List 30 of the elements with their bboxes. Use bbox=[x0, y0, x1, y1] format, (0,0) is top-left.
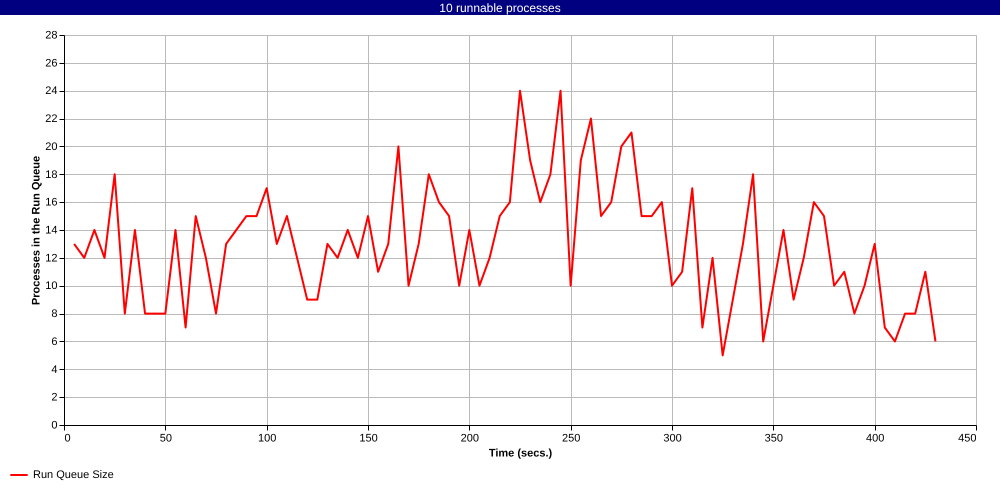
x-tick-label: 400 bbox=[866, 432, 884, 444]
y-tick-label: 14 bbox=[45, 224, 58, 236]
y-tick-label: 12 bbox=[45, 252, 58, 264]
x-tick-label: 0 bbox=[64, 432, 71, 444]
y-tick-label: 8 bbox=[51, 308, 58, 320]
line-series bbox=[73, 90, 936, 356]
chart-title: 10 runnable processes bbox=[439, 1, 561, 15]
y-tick-label: 26 bbox=[45, 57, 58, 70]
x-tick-label: 200 bbox=[460, 432, 480, 444]
y-tick-label: 24 bbox=[45, 85, 58, 98]
y-tick-label: 2 bbox=[51, 392, 58, 404]
y-tick-label: 6 bbox=[51, 336, 58, 348]
x-axis-title: Time (secs.) bbox=[488, 448, 553, 460]
x-tick-label: 350 bbox=[764, 432, 784, 444]
y-tick-label: 18 bbox=[45, 168, 58, 181]
x-tick-label: 50 bbox=[160, 432, 172, 444]
y-tick-label: 10 bbox=[45, 280, 58, 292]
y-tick-label: 22 bbox=[45, 113, 58, 126]
x-tick-label: 100 bbox=[258, 432, 276, 444]
x-tick-label: 150 bbox=[359, 432, 378, 444]
x-tick-label: 300 bbox=[663, 432, 682, 444]
legend-label: Run Queue Size bbox=[33, 469, 114, 481]
x-tick-label: 250 bbox=[562, 432, 580, 444]
y-tick-label: 4 bbox=[51, 364, 58, 376]
y-tick-label: 20 bbox=[45, 140, 58, 153]
y-tick-label: 28 bbox=[45, 30, 58, 42]
y-tick-label: 0 bbox=[51, 420, 58, 432]
x-tick-label: 450 bbox=[958, 432, 976, 444]
y-axis-title: Processes in the Run Queue bbox=[30, 156, 42, 306]
y-tick-label: 16 bbox=[45, 196, 58, 209]
